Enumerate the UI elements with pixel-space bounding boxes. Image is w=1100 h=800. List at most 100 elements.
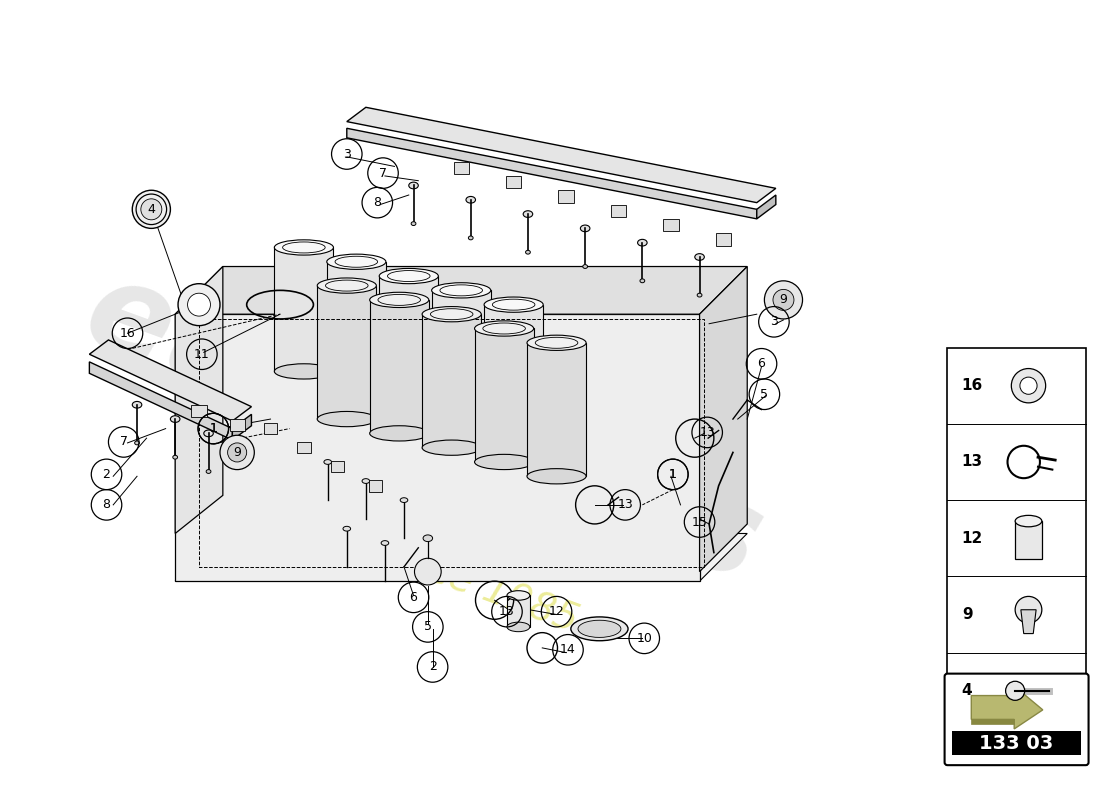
Ellipse shape bbox=[571, 617, 628, 641]
Polygon shape bbox=[757, 195, 776, 219]
Ellipse shape bbox=[507, 590, 530, 600]
Ellipse shape bbox=[431, 406, 491, 422]
Polygon shape bbox=[431, 290, 491, 414]
Text: 16: 16 bbox=[961, 378, 983, 393]
Ellipse shape bbox=[466, 197, 475, 203]
Ellipse shape bbox=[474, 321, 534, 336]
Ellipse shape bbox=[474, 454, 534, 470]
Ellipse shape bbox=[484, 421, 543, 436]
Text: 8: 8 bbox=[373, 196, 382, 209]
Ellipse shape bbox=[527, 469, 586, 484]
Circle shape bbox=[415, 558, 441, 585]
Polygon shape bbox=[89, 340, 252, 421]
Polygon shape bbox=[230, 419, 245, 431]
Ellipse shape bbox=[469, 236, 473, 240]
Text: 14: 14 bbox=[560, 643, 576, 656]
Polygon shape bbox=[507, 595, 530, 627]
Ellipse shape bbox=[697, 294, 702, 297]
Text: 10: 10 bbox=[636, 632, 652, 645]
Text: 12: 12 bbox=[961, 530, 983, 546]
Ellipse shape bbox=[206, 470, 211, 474]
Polygon shape bbox=[716, 233, 732, 246]
Circle shape bbox=[220, 435, 254, 470]
Polygon shape bbox=[331, 461, 344, 473]
FancyBboxPatch shape bbox=[953, 731, 1081, 754]
Text: euroPares: euroPares bbox=[69, 250, 778, 607]
Ellipse shape bbox=[323, 459, 331, 464]
Polygon shape bbox=[297, 442, 310, 454]
Text: 12: 12 bbox=[549, 605, 564, 618]
Ellipse shape bbox=[379, 269, 438, 284]
Text: 1: 1 bbox=[669, 468, 676, 481]
Polygon shape bbox=[506, 176, 521, 188]
Text: 13: 13 bbox=[700, 426, 715, 439]
Ellipse shape bbox=[400, 498, 408, 502]
Text: 6: 6 bbox=[409, 591, 418, 604]
Ellipse shape bbox=[170, 416, 180, 422]
Text: 2: 2 bbox=[429, 661, 437, 674]
Polygon shape bbox=[370, 300, 429, 434]
Polygon shape bbox=[89, 362, 232, 440]
Circle shape bbox=[1020, 377, 1037, 394]
Polygon shape bbox=[175, 314, 700, 581]
Text: 13: 13 bbox=[499, 605, 515, 618]
Polygon shape bbox=[274, 247, 333, 371]
Polygon shape bbox=[317, 286, 376, 419]
Polygon shape bbox=[484, 305, 543, 429]
Ellipse shape bbox=[327, 378, 386, 394]
Ellipse shape bbox=[422, 306, 481, 322]
Text: 1: 1 bbox=[209, 422, 218, 435]
Polygon shape bbox=[559, 190, 574, 202]
Text: 8: 8 bbox=[102, 498, 110, 511]
Ellipse shape bbox=[317, 278, 376, 294]
Text: 3: 3 bbox=[770, 315, 778, 328]
Text: 9: 9 bbox=[233, 446, 241, 459]
Ellipse shape bbox=[526, 250, 530, 254]
FancyBboxPatch shape bbox=[947, 347, 1086, 729]
Ellipse shape bbox=[274, 364, 333, 379]
Polygon shape bbox=[346, 107, 776, 202]
Ellipse shape bbox=[317, 411, 376, 426]
Ellipse shape bbox=[640, 279, 645, 282]
Circle shape bbox=[228, 443, 246, 462]
Circle shape bbox=[132, 190, 170, 228]
Circle shape bbox=[1011, 369, 1046, 403]
Polygon shape bbox=[700, 266, 747, 572]
Text: 11: 11 bbox=[194, 348, 210, 361]
Polygon shape bbox=[327, 262, 386, 386]
Polygon shape bbox=[663, 219, 679, 231]
Ellipse shape bbox=[327, 254, 386, 270]
Circle shape bbox=[188, 294, 210, 316]
Polygon shape bbox=[379, 276, 438, 400]
FancyBboxPatch shape bbox=[945, 674, 1089, 765]
Polygon shape bbox=[422, 314, 481, 448]
Ellipse shape bbox=[132, 402, 142, 408]
Circle shape bbox=[764, 281, 803, 319]
Ellipse shape bbox=[581, 225, 590, 232]
Ellipse shape bbox=[411, 222, 416, 226]
Text: a passion since 1985: a passion since 1985 bbox=[186, 465, 584, 640]
Circle shape bbox=[1005, 682, 1025, 700]
Polygon shape bbox=[232, 414, 252, 440]
Text: 3: 3 bbox=[343, 147, 351, 161]
Polygon shape bbox=[368, 480, 382, 491]
Text: 1: 1 bbox=[669, 468, 676, 481]
Ellipse shape bbox=[379, 392, 438, 408]
Text: 9: 9 bbox=[961, 607, 972, 622]
Text: 1: 1 bbox=[209, 422, 218, 435]
Polygon shape bbox=[971, 719, 1014, 724]
Ellipse shape bbox=[343, 526, 351, 531]
Polygon shape bbox=[191, 405, 207, 417]
Circle shape bbox=[178, 284, 220, 326]
Text: 15: 15 bbox=[692, 515, 707, 529]
Polygon shape bbox=[175, 266, 747, 314]
Text: 13: 13 bbox=[961, 454, 983, 470]
Ellipse shape bbox=[431, 282, 491, 298]
Ellipse shape bbox=[381, 541, 388, 546]
Text: 5: 5 bbox=[424, 621, 432, 634]
Ellipse shape bbox=[507, 622, 530, 632]
Ellipse shape bbox=[638, 239, 647, 246]
Polygon shape bbox=[1015, 521, 1042, 559]
Circle shape bbox=[1015, 597, 1042, 623]
Polygon shape bbox=[264, 423, 277, 434]
